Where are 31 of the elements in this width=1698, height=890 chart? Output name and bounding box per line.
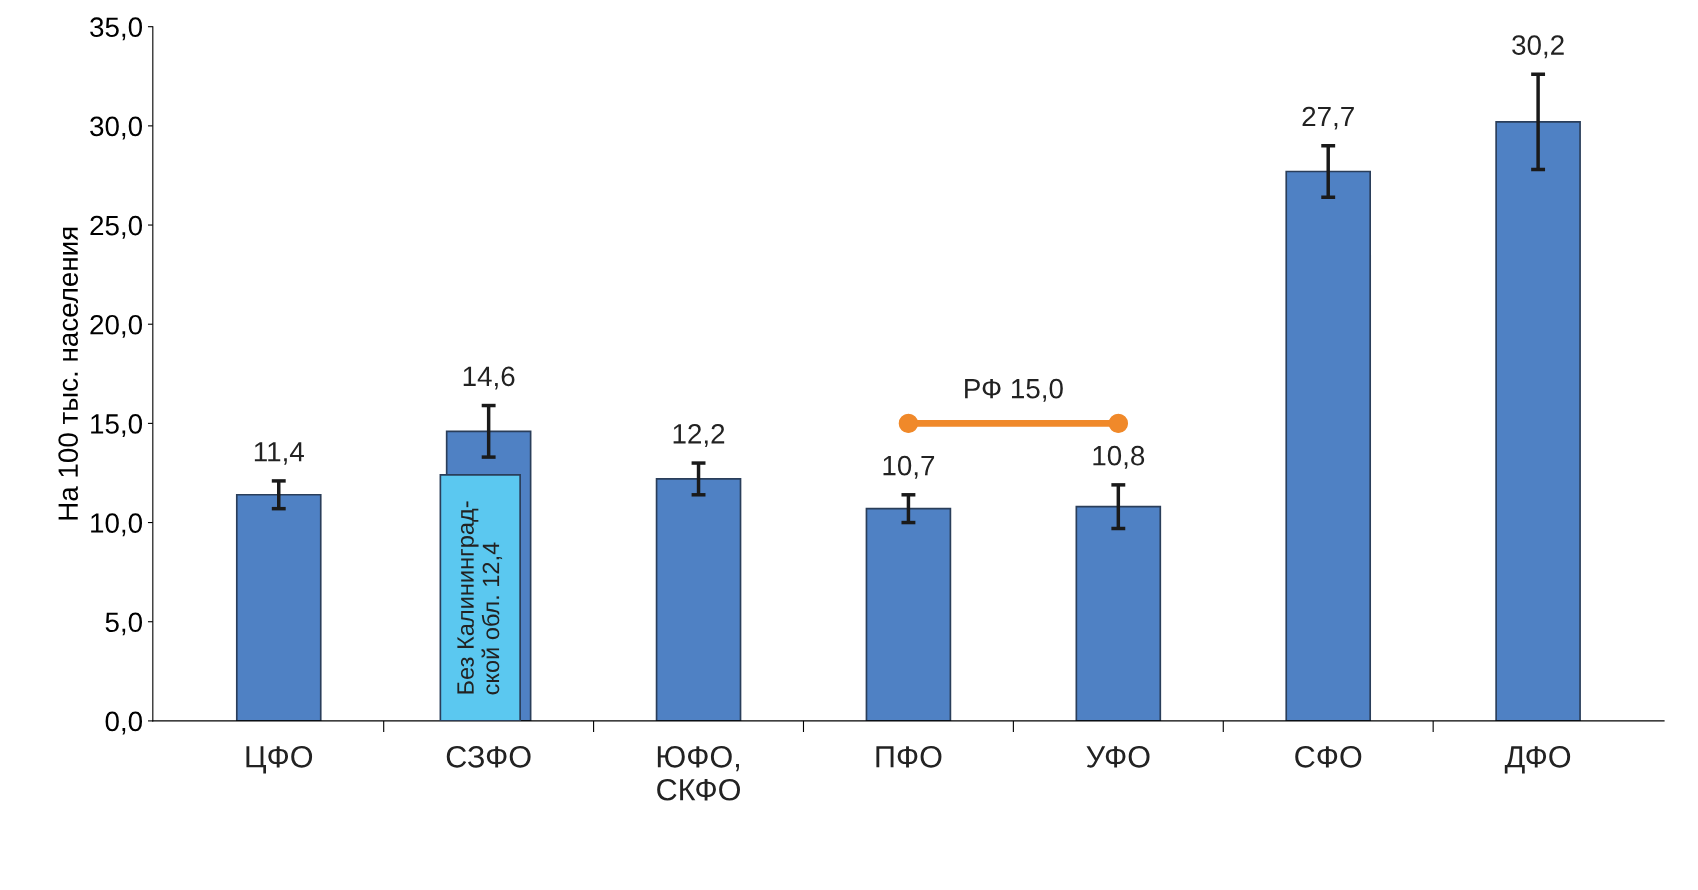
x-tick-label: ДФО: [1504, 746, 1571, 774]
y-tick-label: 15,0: [91, 414, 143, 438]
y-axis-title: На 100 тыс. населения: [58, 227, 78, 520]
bar: [1495, 121, 1581, 721]
data-label: 10,7: [883, 455, 935, 479]
bar: [655, 478, 742, 721]
data-label: 14,6: [463, 366, 515, 390]
series-label: РФ 15,0: [965, 378, 1063, 402]
y-tick-label: 35,0: [90, 17, 143, 41]
data-label: 10,8: [1093, 445, 1145, 469]
x-tick-label: СФО: [1295, 746, 1362, 768]
y-tick-label: 0,0: [105, 711, 143, 735]
data-label: 27,7: [1302, 106, 1354, 130]
y-tick-label: 20,0: [90, 314, 143, 338]
x-tick-label: ЮФО, СКФО: [657, 746, 740, 801]
bar: [1285, 170, 1372, 721]
y-tick-label: 5,0: [105, 612, 143, 636]
y-tick-label: 10,0: [91, 513, 143, 537]
data-label: 12,2: [673, 424, 725, 447]
x-tick-label: ЦФО: [246, 746, 313, 774]
data-label: 11,4: [254, 442, 304, 465]
y-tick-label: 25,0: [90, 215, 143, 239]
series-label: Без Калининград- ской обл. 12,4: [457, 501, 503, 695]
bar: [865, 507, 952, 721]
bar: [235, 493, 322, 721]
x-tick-label: СЗФО: [446, 746, 531, 768]
bar: [1075, 505, 1162, 721]
x-tick-label: УФО: [1086, 746, 1150, 768]
x-tick-label: ПФО: [876, 746, 942, 768]
data-label: 30,2: [1512, 35, 1564, 59]
y-tick-label: 30,0: [90, 116, 143, 140]
